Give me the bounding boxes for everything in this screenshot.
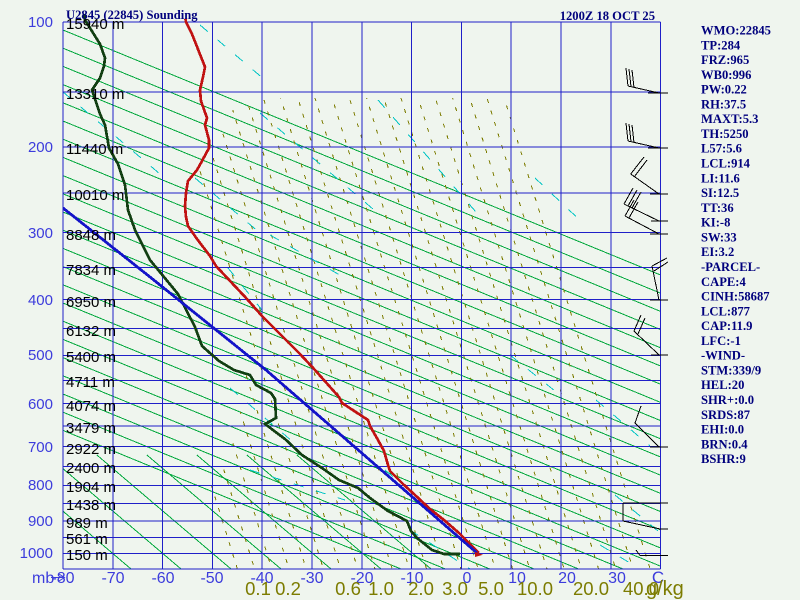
svg-text:6950 m: 6950 m	[66, 294, 116, 311]
svg-text:RH:37.5: RH:37.5	[701, 97, 746, 111]
svg-text:STM:339/9: STM:339/9	[701, 363, 761, 377]
svg-text:150 m: 150 m	[66, 547, 108, 564]
svg-text:8848 m: 8848 m	[66, 227, 116, 244]
svg-text:TP:284: TP:284	[701, 38, 741, 52]
svg-text:HEL:20: HEL:20	[701, 378, 744, 392]
svg-text:U2845 (22845) Sounding: U2845 (22845) Sounding	[66, 8, 198, 22]
svg-text:700: 700	[28, 439, 53, 456]
svg-text:1904 m: 1904 m	[66, 479, 116, 496]
svg-text:CAP:11.9: CAP:11.9	[701, 319, 752, 333]
svg-text:1200Z 18 OCT 25: 1200Z 18 OCT 25	[560, 9, 655, 23]
svg-text:200: 200	[28, 139, 53, 156]
svg-text:10010 m: 10010 m	[66, 187, 124, 204]
svg-text:561 m: 561 m	[66, 531, 108, 548]
svg-text:13310 m: 13310 m	[66, 86, 124, 103]
svg-text:WB0:996: WB0:996	[701, 68, 751, 82]
svg-text:LI:11.6: LI:11.6	[701, 171, 740, 185]
svg-text:400: 400	[28, 292, 53, 309]
svg-text:800: 800	[28, 477, 53, 494]
svg-text:TT:36: TT:36	[701, 201, 734, 215]
svg-text:500: 500	[28, 347, 53, 364]
svg-text:EI:3.2: EI:3.2	[701, 245, 734, 259]
svg-text:7834 m: 7834 m	[66, 262, 116, 279]
svg-text:MAXT:5.3: MAXT:5.3	[701, 112, 758, 126]
svg-text:WMO:22845: WMO:22845	[701, 24, 771, 38]
svg-text:20: 20	[558, 570, 576, 587]
svg-text:0.1: 0.1	[245, 578, 271, 599]
svg-text:300: 300	[28, 225, 53, 242]
svg-text:0.2: 0.2	[275, 578, 301, 599]
svg-text:-20: -20	[350, 570, 373, 587]
svg-text:6132 m: 6132 m	[66, 323, 116, 340]
svg-text:4711 m: 4711 m	[66, 374, 115, 391]
svg-text:10.0: 10.0	[517, 578, 553, 599]
svg-text:0: 0	[463, 570, 472, 587]
svg-text:3479 m: 3479 m	[66, 420, 116, 437]
svg-text:3.0: 3.0	[442, 578, 468, 599]
svg-text:-10: -10	[400, 570, 423, 587]
svg-text:LCL:877: LCL:877	[701, 304, 750, 318]
svg-text:SHR+:0.0: SHR+:0.0	[701, 393, 754, 407]
svg-text:KI:-8: KI:-8	[701, 216, 730, 230]
svg-text:-60: -60	[151, 570, 174, 587]
svg-text:1000: 1000	[20, 545, 53, 562]
svg-text:BSHR:9: BSHR:9	[701, 452, 746, 466]
svg-text:L57:5.6: L57:5.6	[701, 142, 742, 156]
svg-text:5400 m: 5400 m	[66, 349, 116, 366]
svg-text:BRN:0.4: BRN:0.4	[701, 437, 748, 451]
svg-text:-50: -50	[200, 570, 223, 587]
svg-text:g/kg: g/kg	[646, 578, 684, 600]
svg-text:1.0: 1.0	[368, 578, 394, 599]
svg-text:CAPE:4: CAPE:4	[701, 275, 746, 289]
svg-text:10: 10	[508, 570, 526, 587]
svg-text:20.0: 20.0	[573, 578, 609, 599]
svg-text:2.0: 2.0	[408, 578, 434, 599]
svg-text:-30: -30	[300, 570, 323, 587]
svg-text:EHI:0.0: EHI:0.0	[701, 423, 744, 437]
svg-text:600: 600	[28, 396, 53, 413]
svg-text:FRZ:965: FRZ:965	[701, 53, 749, 67]
svg-text:0.6: 0.6	[335, 578, 361, 599]
svg-text:2922 m: 2922 m	[66, 441, 116, 458]
svg-text:989 m: 989 m	[66, 515, 108, 532]
svg-text:TH:5250: TH:5250	[701, 127, 749, 141]
svg-text:100: 100	[28, 14, 53, 31]
svg-text:CINH:58687: CINH:58687	[701, 290, 770, 304]
svg-text:2400 m: 2400 m	[66, 460, 116, 477]
svg-text:4074 m: 4074 m	[66, 398, 116, 415]
svg-text:LFC:-1: LFC:-1	[701, 334, 741, 348]
svg-text:11440 m: 11440 m	[66, 141, 123, 158]
svg-text:C: C	[652, 568, 664, 587]
svg-text:15940 m: 15940 m	[66, 16, 124, 33]
svg-text:-PARCEL-: -PARCEL-	[701, 260, 760, 274]
svg-text:-40: -40	[250, 570, 273, 587]
svg-text:30: 30	[608, 570, 626, 587]
svg-text:900: 900	[28, 513, 53, 530]
svg-text:-WIND-: -WIND-	[701, 349, 745, 363]
svg-text:-70: -70	[101, 570, 124, 587]
svg-text:5.0: 5.0	[478, 578, 504, 599]
svg-text:40.0: 40.0	[623, 578, 659, 599]
svg-text:1438 m: 1438 m	[66, 497, 116, 514]
svg-text:PW:0.22: PW:0.22	[701, 83, 747, 97]
svg-text:SW:33: SW:33	[701, 230, 737, 244]
svg-text:LCL:914: LCL:914	[701, 157, 751, 171]
svg-text:mb: mb	[32, 570, 54, 587]
svg-text:SI:12.5: SI:12.5	[701, 186, 739, 200]
svg-text:SRDS:87: SRDS:87	[701, 408, 750, 422]
